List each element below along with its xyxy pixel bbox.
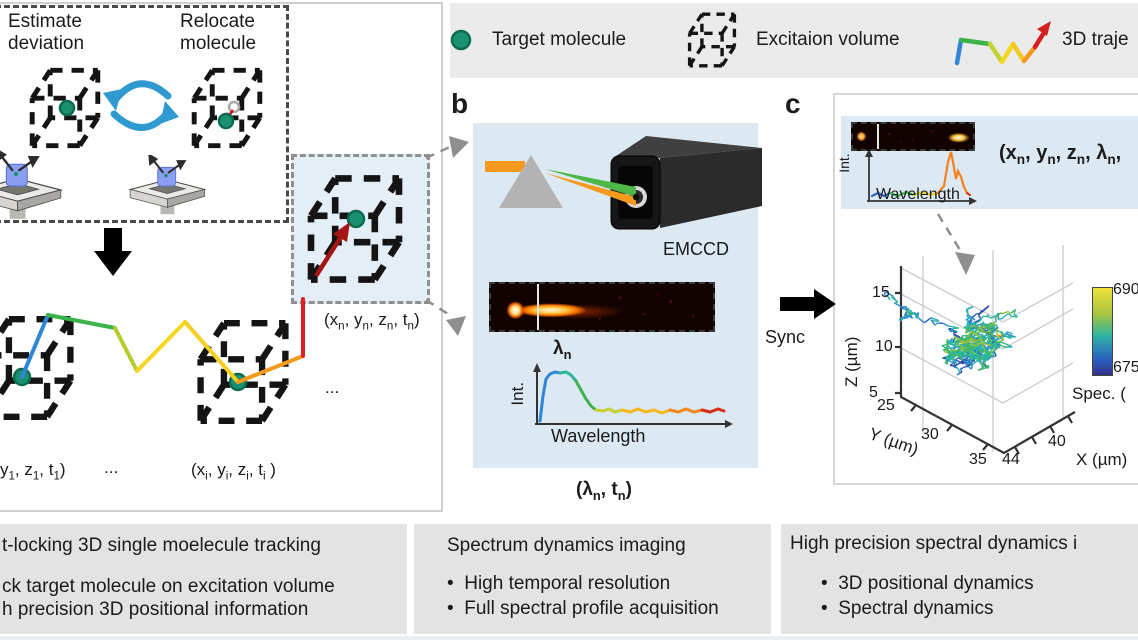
colorbar-label: Spec. (: [1072, 384, 1126, 403]
panel-b-label: b: [451, 88, 469, 119]
cube-trajectory-1: [0, 319, 70, 417]
step-estimate-label: Estimate deviation: [8, 11, 85, 54]
dots-right: ...: [325, 378, 340, 397]
zoom-box-arrow: [314, 222, 350, 278]
plot3d-axes: [895, 266, 1076, 455]
feedback-cycle-icon: [103, 80, 179, 131]
z-tick-15: 15: [872, 284, 890, 301]
box2-title: Spectrum dynamics imaging: [447, 535, 686, 556]
sync-arrow: [780, 289, 836, 319]
emccd-image-strip-small: [851, 122, 975, 151]
box2-bullet-2: Full spectral profile acquisition: [447, 598, 719, 620]
box3-title: High precision spectral dynamics i: [790, 533, 1078, 554]
dashed-connectors: [425, 144, 962, 316]
colorbar-min: 675: [1113, 359, 1138, 376]
target-molecule-dots: [12, 29, 472, 392]
z-axis-label: Z (µm): [842, 336, 862, 387]
dots-bottom: ...: [104, 458, 119, 477]
legend-cube-icon: [687, 12, 737, 68]
feedback-loop-dashed-box: [0, 5, 289, 223]
trajectory-polyline: [20, 297, 305, 384]
dispersed-beam: [545, 169, 636, 206]
lens-center: [632, 193, 640, 201]
lambda-n-label: λn: [553, 338, 572, 362]
excitation-beam: [485, 161, 525, 172]
legend-3d-trajectory-icon: [954, 21, 1051, 66]
box2-bullet-1: High temporal resolution: [447, 573, 670, 595]
y-tick-25: 25: [877, 397, 895, 414]
z-tick-10: 10: [875, 338, 893, 355]
coord-1-label: y1, z1, t1): [0, 460, 66, 483]
next-panel-edge: [0, 636, 1138, 640]
piezo-stage-right: [128, 155, 207, 216]
wavelength-axis-label-b: Wavelength: [551, 426, 646, 446]
trajectory-3d: [883, 290, 1019, 376]
spectrum-plot-b: [533, 363, 733, 428]
panel-a-border: [0, 2, 443, 512]
cube-relocate: [194, 70, 260, 145]
coord-n-label: (xn, yn, zn, tn): [324, 310, 420, 333]
y-tick-30: 30: [921, 426, 939, 443]
lambda-t-output-label: (λn, tn): [576, 479, 632, 503]
strip-divider: [537, 284, 539, 330]
connector-arrowheads: [446, 136, 975, 336]
colorbar-max: 690: [1113, 281, 1138, 298]
emccd-camera-icon: [610, 136, 762, 230]
int-axis-label-c: Int.: [835, 153, 852, 173]
spectrum-plot-c: [865, 149, 977, 205]
legend-target-molecule-label: Target molecule: [492, 29, 627, 50]
emccd-image-strip: [489, 282, 715, 332]
summary-box-tracking: [0, 524, 407, 634]
x-axis-label: X (µm): [1076, 450, 1128, 469]
plot3d-grid: [900, 245, 1074, 452]
emccd-label: EMCCD: [663, 239, 729, 259]
legend-bar: [450, 3, 1138, 78]
wavelength-axis-label-c: Wavelength: [876, 186, 960, 203]
box1-bullet-1: ck target molecule on excitation volume: [2, 576, 335, 597]
down-arrow: [94, 228, 132, 276]
panel-c-label: c: [785, 88, 801, 119]
legend-excitation-volume-label: Excitaion volume: [756, 29, 900, 50]
sync-label: Sync: [765, 327, 806, 347]
colorbar: [1092, 287, 1113, 376]
legend-3d-trajectory-label: 3D traje: [1062, 29, 1129, 50]
step-relocate-label: Relocate molecule: [180, 11, 257, 54]
box3-bullet-2: Spectral dynamics: [821, 598, 993, 620]
panel-c-border: [833, 93, 1138, 485]
y-tick-35: 35: [969, 451, 987, 468]
int-axis-label-b: Int.: [508, 381, 528, 406]
x-tick-44: 44: [1002, 451, 1020, 468]
z-tick-5: 5: [869, 384, 878, 401]
coord-i-label: (xi, yi, zi, ti ): [191, 460, 276, 483]
strip-divider: [877, 124, 879, 149]
panel-c-coords-label: (xn, yn, zn, λn,: [999, 142, 1122, 167]
box3-bullet-1: 3D positional dynamics: [821, 573, 1033, 595]
cube-trajectory-i: [201, 323, 286, 421]
piezo-stage-left: [0, 150, 63, 221]
prism-icon: [499, 155, 563, 208]
box1-bullet-2: h precision 3D positional information: [2, 599, 309, 620]
box1-title: t-locking 3D single moelecule tracking: [2, 535, 321, 556]
x-tick-40: 40: [1048, 433, 1066, 450]
